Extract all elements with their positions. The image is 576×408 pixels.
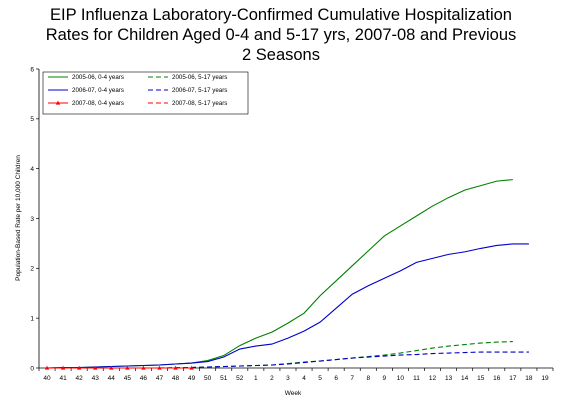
x-tick-label: 48 [172,375,180,382]
series-4 [47,351,529,369]
chart-title: EIP Influenza Laboratory-Confirmed Cumul… [46,6,517,64]
x-tick-label: 12 [429,375,437,382]
y-axis-label: Population-Based Rate per 10,000 Childre… [15,155,22,281]
x-tick-label: 52 [236,375,244,382]
x-tick-label: 51 [220,375,228,382]
x-tick-label: 43 [92,375,100,382]
series-1 [47,179,513,369]
x-tick-label: 17 [509,375,517,382]
x-tick-label: 6 [334,375,338,382]
series-group [44,179,529,370]
x-tick-label: 8 [366,375,370,382]
x-tick-label: 3 [286,375,290,382]
legend-entry: 2006-07, 0-4 years [48,87,124,94]
legend-entry: 2005-06, 5-17 years [148,74,227,81]
x-tick-label: 49 [188,375,196,382]
y-tick-label: 2 [30,266,34,273]
legend-label: 2007-08, 0-4 years [72,100,124,107]
legend-label: 2005-06, 5-17 years [172,74,227,81]
x-tick-label: 4 [302,375,306,382]
chart-title-line-3: 2 Seasons [242,46,320,64]
y-tick-label: 5 [30,116,34,123]
x-tick-label: 10 [397,375,405,382]
chart-title-line-1: EIP Influenza Laboratory-Confirmed Cumul… [50,6,512,24]
legend-entry: 2007-08, 0-4 years [48,100,124,107]
legend-label: 2006-07, 5-17 years [172,87,227,94]
x-tick-label: 42 [76,375,84,382]
x-tick-label: 50 [204,375,212,382]
x-axis-label: Week [285,390,302,397]
legend-box [42,71,249,115]
series-line [47,351,529,369]
x-tick-label: 15 [477,375,485,382]
x-tick-labels: 40 41 42 43 44 45 46 47 48 49 50 51 52 1 2 3 4 5 6 7 8 9 10 11 1… [38,368,554,382]
x-tick-label: 11 [413,375,420,382]
legend-entry: 2007-08, 5-17 years [148,100,227,107]
y-tick-label: 6 [30,66,34,73]
y-tick-label: 3 [30,216,34,223]
x-tick-label: 41 [59,375,67,382]
legend-label: 2005-06, 0-4 years [72,74,124,81]
x-tick-label: 1 [254,375,258,382]
x-tick-label: 18 [525,375,533,382]
chart-title-line-2: Rates for Children Aged 0-4 and 5-17 yrs… [46,26,517,44]
x-tick-label: 7 [350,375,354,382]
x-tick-label: 19 [541,375,549,382]
x-tick-label: 13 [445,375,453,382]
series-point [189,365,194,370]
x-tick-label: 45 [124,375,132,382]
y-tick-label: 0 [30,365,34,372]
x-tick-label: 46 [140,375,148,382]
legend-label: 2007-08, 5-17 years [172,100,227,107]
y-tick-labels: 0 1 2 3 4 5 6 [30,66,39,372]
legend: 2005-06, 0-4 years 2005-06, 5-17 years 200… [42,71,249,115]
x-tick-label: 44 [108,375,116,382]
x-tick-label: 2 [270,375,274,382]
y-tick-label: 1 [30,315,34,322]
x-tick-label: 14 [461,375,469,382]
x-tick-label: 9 [383,375,387,382]
x-tick-label: 40 [43,375,51,382]
series-line [47,179,513,369]
x-tick-label: 5 [318,375,322,382]
legend-label: 2006-07, 0-4 years [72,87,124,94]
series-line [47,243,529,369]
x-tick-label: 16 [493,375,501,382]
legend-entry: 2005-06, 0-4 years [48,74,124,81]
legend-marker [55,100,61,105]
x-tick-label: 47 [156,375,164,382]
legend-entry: 2006-07, 5-17 years [148,87,227,94]
y-tick-label: 4 [30,166,34,173]
series-3 [47,243,529,369]
